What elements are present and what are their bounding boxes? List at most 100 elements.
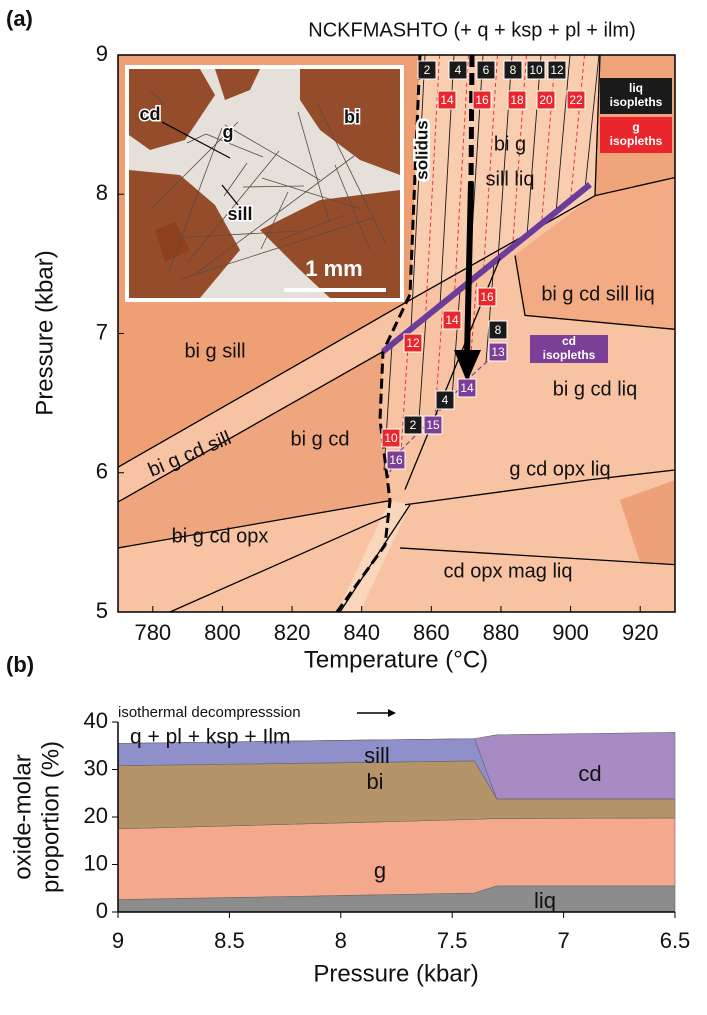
x-tick-label: 9 [112,928,124,953]
field-label: sill liq [486,168,535,190]
isopleth-line [451,289,461,399]
isopleth-badge [437,90,457,110]
mineral-grain [215,69,260,100]
isopleth-badge [457,378,477,398]
crack [279,214,346,241]
isopleth-legend [530,335,608,363]
x-tick-label: 6.5 [660,928,691,953]
field-label: bi g [494,133,526,155]
isopleth-label: 15 [426,418,440,432]
isopleth-badge [507,90,527,110]
isopleth-line [383,344,393,471]
crack [150,121,239,210]
isopleth-line [570,54,585,201]
phase-boundary [339,504,411,613]
isopleth-badge [442,310,462,330]
x-tick-label: 920 [622,620,659,645]
x-axis-label: Temperature (°C) [304,646,488,673]
x-tick-label: 8 [335,928,347,953]
field-label: bi g cd opx [172,525,269,547]
y-tick-label: 8 [96,180,108,205]
isopleth-legend [600,117,672,153]
phase-boundary [399,547,676,566]
field-label: g cd opx liq [509,458,610,480]
annotation-arrowhead [388,709,396,717]
isopleth-label: 14 [445,313,459,327]
isopleth-label: 10 [529,63,543,77]
isopleth-badge [488,320,508,340]
isopleth-label: 14 [440,93,454,107]
isopleth-badge [547,60,567,80]
isopleth-badge [403,415,423,435]
y-tick-label: 9 [96,41,108,66]
phase-field [118,352,390,548]
isopleth-badge [386,450,406,470]
scale-bar-label: 1 mm [305,256,362,281]
mineral-grain [300,69,400,175]
field-label: cd opx mag liq [444,560,573,582]
mineral-grain [129,69,215,150]
y-tick-label: 7 [96,319,108,344]
isopleth-line [526,54,542,236]
y-tick-label: 6 [96,459,108,484]
region-label: q + pl + ksp + Ilm [130,726,291,749]
mineral-grain [129,170,240,298]
field-label: bi g sill [184,340,245,362]
isopleth-legend-text: isopleths [610,134,663,148]
isopleth-badge [476,60,496,80]
phase-boundary [594,54,601,196]
series-label: cd [578,761,601,786]
crack [180,217,373,280]
isopleth-legend [600,78,672,114]
isopleth-label: 22 [569,93,583,107]
phase-boundary [117,351,384,503]
inset-label: g [223,122,234,142]
x-tick-label: 840 [343,620,380,645]
crack [196,155,355,274]
isopleth-label: 6 [483,63,490,77]
y-tick-label: 0 [96,898,108,923]
crack [223,162,248,197]
crack [316,102,387,245]
isopleth-label: 13 [491,345,505,359]
panel-label: (b) [6,652,34,677]
isopleth-badge [566,90,586,110]
isopleth-label: 12 [406,336,420,350]
isopleth-line [454,54,469,295]
isopleth-line [425,54,440,318]
y-axis-label: Pressure (kbar) [31,250,58,415]
isopleth-label: 2 [424,63,431,77]
y-axis-label: oxide-molar [9,754,36,879]
crack [168,127,223,272]
x-tick-label: 8.5 [214,928,245,953]
isopleth-legend-text: cd [562,334,576,348]
series-label: bi [366,769,383,794]
crack [187,150,280,263]
inset-label: sill [227,204,252,224]
isopleth-badge [477,287,497,307]
solidus-line [335,54,422,613]
x-tick-label: 880 [483,620,520,645]
isopleth-label: 4 [455,63,462,77]
isopleth-label: 16 [389,453,403,467]
isopleth-legend-text: liq [629,81,643,95]
series-label: g [374,858,386,883]
phase-boundary [117,499,391,549]
phase-boundary [514,255,676,330]
isopleth-line [485,262,495,363]
phase-field [620,480,675,565]
field-label: bi g cd liq [553,378,638,400]
arrow [468,54,475,183]
isopleth-line [541,54,556,225]
isopleth-label: 12 [550,63,564,77]
isopleth-badge [403,333,423,353]
phase-boundary [381,182,592,354]
isopleth-label: 10 [384,431,398,445]
isopleth-label: 14 [460,381,474,395]
pointer [161,121,231,159]
isopleth-label: 16 [480,290,494,304]
field-label: bi g cd sill liq [541,283,654,305]
y-tick-label: 10 [84,850,108,875]
phase-field [515,178,675,330]
